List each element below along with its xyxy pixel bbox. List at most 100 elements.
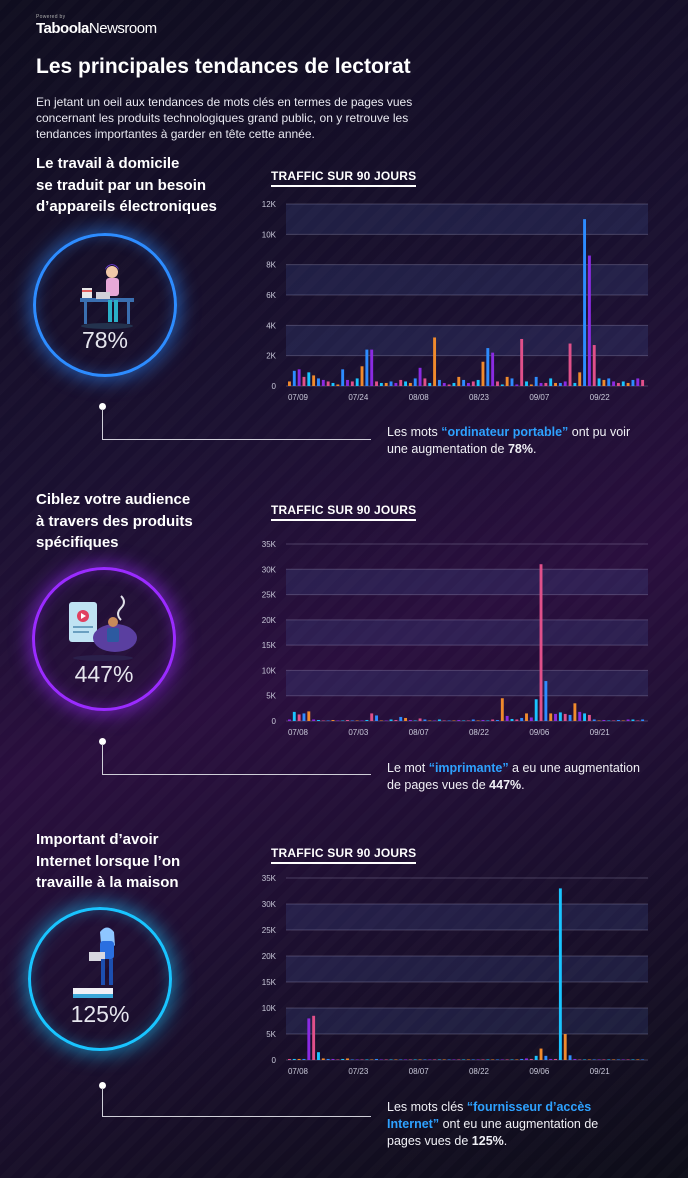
chart-2-bar [312, 719, 316, 721]
chart-2-bar [573, 703, 577, 721]
chart-2-bar [496, 719, 499, 721]
chart-1-bar [326, 381, 330, 386]
chart-2-bar [520, 717, 524, 721]
chart-1-xtick-label: 09/07 [529, 393, 550, 402]
chart-2-bar [578, 711, 582, 721]
caption-1-mid: ont pu voir une augmentation de [387, 425, 631, 456]
chart-1-bar [641, 379, 645, 386]
caption-1-pre: Les mots [387, 425, 442, 439]
chart-1-bar [583, 219, 587, 386]
chart-2-ytick-label: 35K [262, 540, 277, 549]
chart-2-bar [437, 719, 441, 721]
chart-1-bar [558, 382, 562, 386]
chart-2-bar [612, 720, 616, 721]
chart-2-bar [307, 711, 311, 721]
chart-3-bar [321, 1058, 325, 1060]
chart-2-bar [597, 720, 601, 721]
chart-2-bar [554, 713, 557, 721]
chart-2-bar [544, 681, 548, 721]
chart-2-bar [626, 719, 630, 721]
chart-2-ytick-label: 20K [262, 616, 277, 625]
chart-1-bar [563, 381, 567, 386]
chart-1-bar [587, 255, 591, 386]
chart-2-bar [510, 718, 514, 721]
chart-1-bar [447, 384, 451, 386]
chart-1-bar [292, 370, 296, 386]
chart-1-bar [520, 338, 524, 386]
chart-1-bar [423, 378, 427, 386]
caption-2-mid: a eu une augmentation de pages vues de [387, 761, 640, 792]
chart-2-bar [462, 720, 466, 721]
chart-1-bar [476, 379, 480, 386]
chart-2-bar [607, 720, 611, 721]
connector-2-dot [99, 738, 106, 745]
chart-3-bar [568, 1055, 572, 1060]
chart-3-bar [529, 1058, 533, 1060]
chart-1-bar [592, 345, 596, 386]
chart-2-xtick-label: 08/22 [469, 728, 490, 737]
chart-1-bar [549, 378, 553, 386]
chart-3-bar [346, 1058, 349, 1060]
chart-1-ytick-label: 2K [266, 352, 276, 361]
chart-2-bar [616, 719, 620, 721]
chart-2-xtick-label: 07/03 [348, 728, 369, 737]
chart-3-bar [384, 1059, 388, 1060]
chart-3-bar [471, 1059, 475, 1060]
chart-3-bar [365, 1059, 369, 1060]
chart-3-bar [355, 1059, 359, 1060]
chart-1-bar [452, 382, 456, 386]
chart-2-band [286, 569, 648, 595]
chart-1-bar [636, 378, 640, 386]
chart-2-bar [355, 720, 359, 721]
chart-3-bar [399, 1059, 403, 1060]
chart-1-bar [554, 382, 557, 386]
chart-3-bar [558, 888, 562, 1060]
chart-1-bar [442, 382, 446, 386]
chart-1-bar [375, 381, 378, 386]
chart-1-bar [389, 381, 393, 386]
caption-3-keyword: “fournisseur d’accès Internet” [387, 1100, 592, 1131]
chart-2-xtick-label: 07/08 [288, 728, 309, 737]
caption-2-keyword: “imprimante” [428, 761, 509, 775]
chart-2-bar [539, 564, 543, 721]
chart-2-bar [336, 720, 340, 721]
chart-3-xtick-label: 07/23 [348, 1067, 369, 1076]
chart-3-bar [587, 1059, 591, 1060]
chart-3-bar [457, 1059, 461, 1060]
chart-3-bar [379, 1059, 383, 1060]
chart-3-bar [331, 1058, 335, 1060]
chart-3-bar [505, 1059, 509, 1060]
chart-1-bar [597, 378, 601, 386]
chart-3-bar [326, 1058, 330, 1060]
chart-3-bar [437, 1059, 441, 1060]
chart-3-bar [549, 1058, 553, 1060]
intro-text: En jetant un oeil aux tendances de mots … [36, 95, 413, 141]
chart-3-ytick-label: 35K [262, 874, 277, 883]
caption-3-mid: ont eu une augmentation de pages vues de [387, 1117, 599, 1148]
chart-3-bar [389, 1059, 393, 1060]
chart-3-bar [452, 1059, 456, 1060]
chart-2-bar [288, 719, 291, 721]
chart-1-ytick-label: 4K [266, 321, 276, 330]
chart-2-bar [641, 719, 645, 721]
brand-powered-by: Powered by [36, 14, 66, 20]
chart-3-bar [486, 1059, 490, 1060]
caption-3-pre: Les mots clés [387, 1100, 467, 1114]
section-1-title: Le travail à domicile se traduit par un … [36, 155, 217, 215]
chart-3-bar [423, 1059, 427, 1060]
connector-1-dot [99, 403, 106, 410]
chart-1-bar [399, 379, 403, 386]
chart-2-bar [558, 712, 562, 721]
chart-1-ytick-label: 8K [266, 261, 276, 270]
chart-2-bar [365, 719, 369, 721]
chart-3-band [286, 904, 648, 930]
chart-3-bar [317, 1052, 320, 1060]
chart-3-bar [462, 1059, 466, 1060]
section-3-circle: 125% [28, 907, 172, 1051]
chart-2-bar [549, 713, 553, 721]
chart-2-bar [360, 720, 364, 721]
chart-1-bar [331, 382, 335, 386]
chart-2-bar [331, 719, 335, 721]
chart-1-bar [529, 384, 533, 386]
chart-3-bar [539, 1048, 543, 1060]
